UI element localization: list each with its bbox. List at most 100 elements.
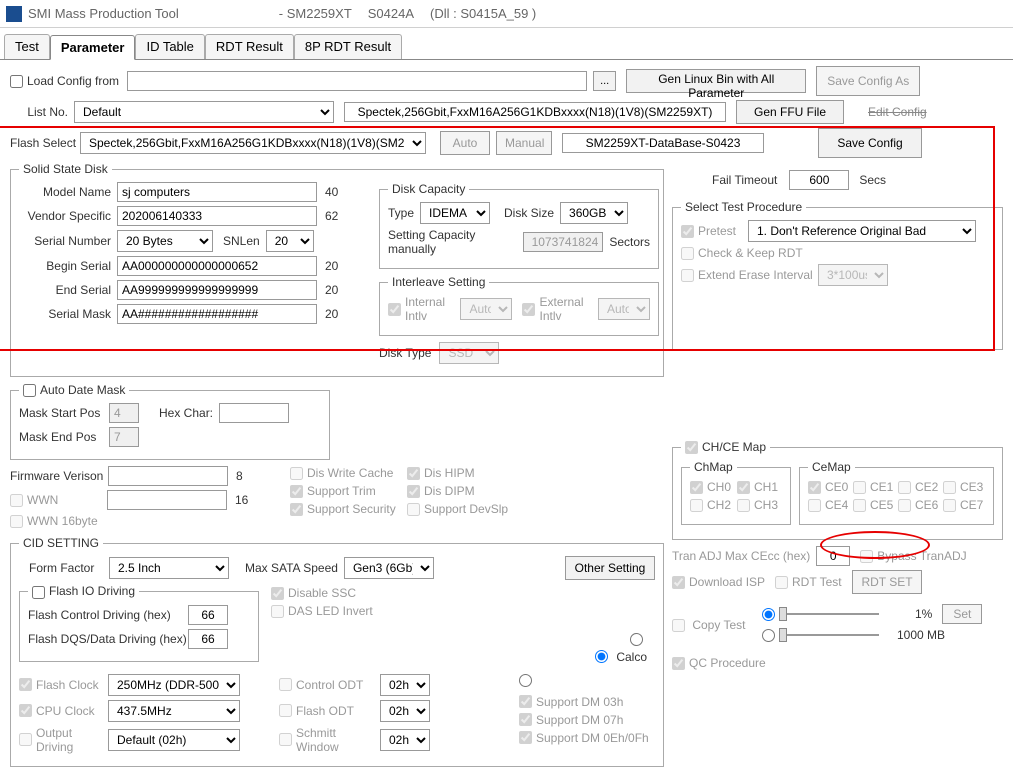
save-config-as-button[interactable]: Save Config As — [816, 66, 920, 96]
fw-version-len: 8 — [236, 469, 243, 483]
fail-timeout-label: Fail Timeout — [712, 173, 777, 187]
flash-clock-select[interactable]: 250MHz (DDR-500) — [108, 674, 240, 696]
tab-parameter[interactable]: Parameter — [50, 35, 136, 60]
snlen-label: SNLen — [223, 234, 260, 248]
disk-type-select: SSD — [439, 342, 499, 364]
flash-io-legend: Flash IO Driving — [49, 584, 135, 598]
end-serial-input[interactable] — [117, 280, 317, 300]
flash-io-checkbox[interactable] — [32, 586, 45, 599]
check-rdt-checkbox — [681, 247, 694, 260]
extend-erase-checkbox — [681, 269, 694, 282]
vendor-input[interactable] — [117, 206, 317, 226]
auto-date-mask-checkbox[interactable] — [23, 384, 36, 397]
flash-select[interactable]: Spectek,256Gbit,FxxM16A256G1KDBxxxx(N18)… — [80, 132, 426, 154]
test-procedure-group: Select Test Procedure Pretest 1. Don't R… — [672, 200, 1003, 350]
gen-linux-button[interactable]: Gen Linux Bin with All Parameter — [626, 69, 806, 93]
fw-version-input[interactable] — [108, 466, 228, 486]
model-name-input[interactable] — [117, 182, 317, 202]
output-driving-select[interactable]: Default (02h) — [108, 729, 240, 751]
ce6-checkbox — [898, 499, 911, 512]
ch2-checkbox — [690, 499, 703, 512]
manual-cap-label: Setting Capacity manually — [388, 228, 513, 256]
extend-erase-select: 3*100us — [818, 264, 888, 286]
ce0-checkbox — [808, 481, 821, 494]
copy-set-button[interactable]: Set — [942, 604, 982, 624]
flash-dqs-input[interactable] — [188, 629, 228, 649]
download-isp-checkbox — [672, 576, 685, 589]
trim-checkbox — [290, 485, 303, 498]
pretest-select[interactable]: 1. Don't Reference Original Bad — [748, 220, 976, 242]
auto-button[interactable]: Auto — [440, 131, 490, 155]
dm03-label: Support DM 03h — [536, 695, 623, 709]
ce2-checkbox — [898, 481, 911, 494]
copy-mb-radio[interactable] — [762, 629, 775, 642]
type-select[interactable]: IDEMA — [420, 202, 490, 224]
hex-char-input[interactable] — [219, 403, 289, 423]
schmitt-select[interactable]: 02h — [380, 729, 430, 751]
tran-adj-input[interactable] — [816, 546, 850, 566]
flash-info-field[interactable] — [344, 102, 726, 122]
bypass-tranadj-label: Bypass TranADJ — [877, 549, 966, 563]
flash-clock-checkbox — [19, 678, 32, 691]
save-config-button[interactable]: Save Config — [818, 128, 922, 158]
internal-intlv-label: Internal Intlv — [405, 295, 454, 323]
browse-button[interactable]: ... — [593, 71, 616, 91]
ch0-checkbox — [690, 481, 703, 494]
ce3-checkbox — [943, 481, 956, 494]
wwn-input[interactable] — [107, 490, 227, 510]
wwn-checkbox — [10, 494, 23, 507]
tab-8prdt[interactable]: 8P RDT Result — [294, 34, 402, 59]
copy-pct-radio[interactable] — [762, 608, 775, 621]
ch1-checkbox — [737, 481, 750, 494]
cid-legend: CID SETTING — [19, 536, 103, 550]
das-led-checkbox — [271, 605, 284, 618]
ce3-label: CE3 — [960, 480, 983, 494]
snlen-select[interactable]: 20 — [266, 230, 314, 252]
copy-mb-slider[interactable] — [779, 634, 879, 636]
calco-radio-1[interactable] — [630, 633, 643, 646]
ce4-checkbox — [808, 499, 821, 512]
fail-timeout-input[interactable] — [789, 170, 849, 190]
calco-radio-2[interactable] — [595, 650, 608, 663]
serial-mask-label: Serial Mask — [19, 307, 111, 321]
rdt-set-button[interactable]: RDT SET — [852, 570, 922, 594]
gen-ffu-button[interactable]: Gen FFU File — [736, 100, 844, 124]
internal-intlv-checkbox — [388, 303, 401, 316]
serial-mask-len: 20 — [325, 307, 338, 321]
tab-rdtresult[interactable]: RDT Result — [205, 34, 294, 59]
disk-type-label: Disk Type — [379, 346, 431, 360]
dm-radio-top[interactable] — [519, 674, 532, 687]
copy-pct-slider[interactable] — [779, 613, 879, 615]
database-field[interactable] — [562, 133, 764, 153]
ch3-checkbox — [737, 499, 750, 512]
flash-ctrl-input[interactable] — [188, 605, 228, 625]
load-config-checkbox[interactable] — [10, 75, 23, 88]
download-isp-label: Download ISP — [689, 575, 775, 589]
disable-ssc-checkbox — [271, 587, 284, 600]
list-no-select[interactable]: Default — [74, 101, 334, 123]
tab-test[interactable]: Test — [4, 34, 50, 59]
other-setting-button[interactable]: Other Setting — [565, 556, 655, 580]
manual-button[interactable]: Manual — [496, 131, 552, 155]
dm03-checkbox — [519, 695, 532, 708]
disk-size-select[interactable]: 360GB — [560, 202, 628, 224]
serial-mask-input[interactable] — [117, 304, 317, 324]
max-sata-select[interactable]: Gen3 (6Gb) — [344, 557, 434, 579]
tab-idtable[interactable]: ID Table — [135, 34, 204, 59]
ssd-legend: Solid State Disk — [19, 162, 112, 176]
cpu-clock-select[interactable]: 437.5MHz — [108, 700, 240, 722]
fail-timeout-unit: Secs — [859, 173, 886, 187]
control-odt-select[interactable]: 02h — [380, 674, 430, 696]
load-config-path[interactable] — [127, 71, 587, 91]
test-procedure-legend: Select Test Procedure — [681, 200, 806, 214]
begin-serial-input[interactable] — [117, 256, 317, 276]
disk-size-label: Disk Size — [504, 206, 554, 220]
copy-test-label: Copy Test — [692, 618, 745, 632]
extend-erase-label: Extend Erase Interval — [698, 268, 818, 282]
serial-mode-select[interactable]: 20 Bytes — [117, 230, 213, 252]
disk-capacity-legend: Disk Capacity — [388, 182, 469, 196]
form-factor-select[interactable]: 2.5 Inch — [109, 557, 229, 579]
external-auto-select: Auto — [598, 298, 650, 320]
flash-odt-select[interactable]: 02h — [380, 700, 430, 722]
devslp-label: Support DevSlp — [424, 502, 508, 516]
